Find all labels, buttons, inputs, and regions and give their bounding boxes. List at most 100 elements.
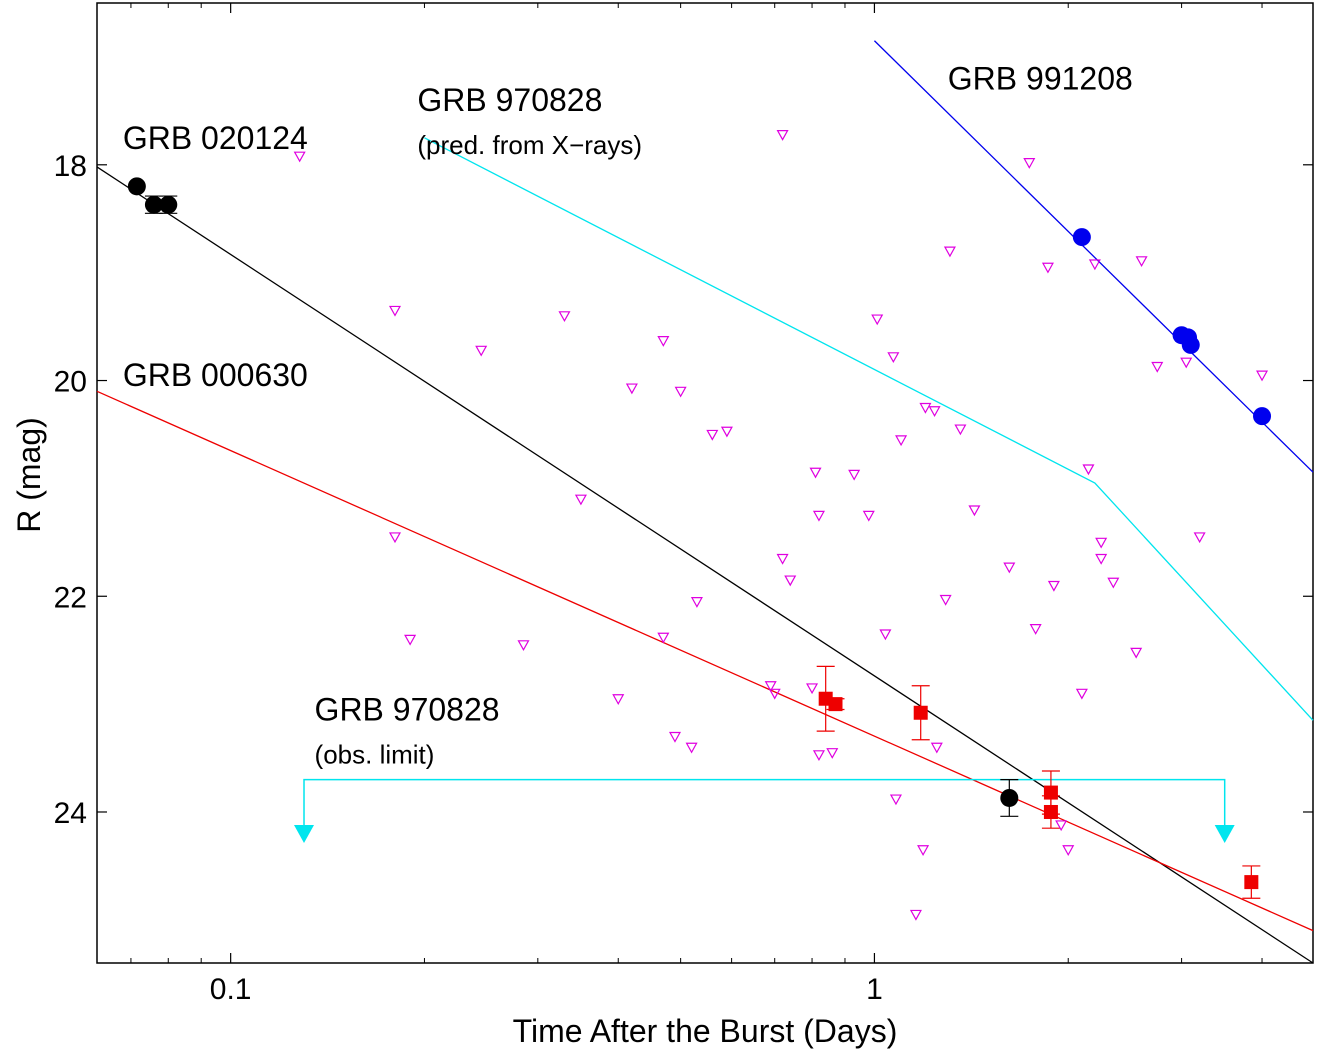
upper-limit-point bbox=[574, 494, 587, 506]
upper-limit-point bbox=[764, 681, 777, 693]
upper-limit-point bbox=[657, 632, 670, 644]
x-axis-label: Time After the Burst (Days) bbox=[513, 1013, 898, 1049]
annotation-grb991208: GRB 991208 bbox=[948, 61, 1133, 97]
upper-limit-point bbox=[939, 594, 952, 606]
upper-limit-point bbox=[720, 426, 733, 438]
grb020124-obs-point bbox=[127, 177, 146, 196]
upper-limit-point bbox=[1055, 820, 1068, 832]
annotations: GRB 020124 GRB 970828 (pred. from X−rays) G… bbox=[123, 61, 1133, 770]
grb991208-fit-line bbox=[873, 40, 1314, 473]
upper-limit-point bbox=[889, 794, 902, 806]
grb970828-pred-line bbox=[424, 137, 1314, 721]
upper-limit-point bbox=[1075, 688, 1088, 700]
upper-limit-point bbox=[812, 510, 825, 522]
y-axis-label: R (mag) bbox=[11, 417, 47, 533]
upper-limit-point bbox=[943, 246, 956, 258]
x-tick-label: 1 bbox=[866, 973, 883, 1006]
grb020124-obs-point bbox=[1000, 788, 1019, 807]
annotation-grb970828obs-sub: (obs. limit) bbox=[315, 740, 435, 770]
upper-limit-point bbox=[862, 510, 875, 522]
plot-frame bbox=[96, 2, 1314, 964]
grb020124-obs-point bbox=[159, 195, 178, 214]
grb000630-obs-point bbox=[1043, 804, 1058, 819]
fit-lines bbox=[96, 40, 1314, 964]
annotation-grb970828obs: GRB 970828 bbox=[315, 692, 500, 728]
upper-limit-point bbox=[517, 640, 530, 652]
upper-limit-point bbox=[1107, 577, 1120, 589]
obs-limit-arrow bbox=[1214, 824, 1235, 843]
grb000630-obs-point bbox=[913, 705, 928, 720]
upper-limit-point bbox=[404, 634, 417, 646]
upper-limit-point bbox=[1047, 580, 1060, 592]
upper-limit-point bbox=[1088, 259, 1101, 271]
upper-limit-point bbox=[930, 742, 943, 754]
upper-limit-point bbox=[674, 386, 687, 398]
upper-limit-point bbox=[1023, 158, 1036, 169]
upper-limit-point bbox=[388, 305, 402, 317]
y-tick-label: 24 bbox=[54, 797, 87, 830]
annotation-grb020124: GRB 020124 bbox=[123, 120, 308, 156]
upper-limit-point bbox=[690, 597, 703, 608]
upper-limit-point bbox=[1095, 553, 1108, 565]
upper-limit-point bbox=[776, 129, 789, 141]
y-tick-label: 22 bbox=[54, 581, 87, 614]
grb000630-obs-point bbox=[1244, 875, 1259, 890]
upper-limit-point bbox=[1095, 537, 1108, 549]
upper-limit-point bbox=[887, 352, 900, 364]
upper-limit-point bbox=[1256, 370, 1269, 382]
upper-limit-point bbox=[1180, 357, 1193, 369]
upper-limit-point bbox=[1130, 647, 1143, 659]
grb991208-obs-point bbox=[1072, 228, 1091, 247]
grb000630-fit-line bbox=[96, 390, 1314, 932]
upper-limit-point bbox=[1062, 845, 1075, 856]
upper-limit-point bbox=[784, 575, 797, 587]
upper-limit-point bbox=[871, 314, 884, 326]
upper-limit-point bbox=[812, 750, 825, 762]
axis-ticks: 0.1 1 18 20 22 24 bbox=[54, 3, 1313, 1006]
upper-limit-point bbox=[776, 553, 789, 565]
upper-limit-point bbox=[1193, 532, 1206, 544]
upper-limit-point bbox=[668, 731, 682, 743]
upper-limit-point bbox=[848, 469, 861, 481]
upper-limit-point bbox=[895, 435, 908, 447]
x-tick-label: 0.1 bbox=[210, 973, 252, 1006]
upper-limit-point bbox=[879, 629, 892, 641]
grb020124-obs-point bbox=[144, 195, 163, 214]
upper-limit-point bbox=[826, 748, 839, 759]
upper-limit-point bbox=[919, 402, 932, 414]
upper-limit-point bbox=[293, 151, 306, 163]
upper-limit-point bbox=[475, 345, 488, 357]
annotation-grb970828pred: GRB 970828 bbox=[417, 82, 602, 118]
upper-limit-point bbox=[1029, 624, 1042, 635]
grb020124-fit-line bbox=[96, 166, 1314, 964]
grb991208-obs-point bbox=[1253, 407, 1272, 426]
grb000630-obs-point bbox=[828, 697, 843, 712]
annotation-grb000630: GRB 000630 bbox=[123, 357, 308, 393]
upper-limit-point bbox=[1135, 256, 1148, 268]
y-tick-label: 20 bbox=[54, 366, 87, 399]
upper-limit-point bbox=[1003, 562, 1016, 574]
upper-limit-point bbox=[968, 505, 981, 517]
upper-limit-point bbox=[917, 845, 930, 856]
obs-limit-arrow bbox=[294, 824, 315, 843]
upper-limit-point bbox=[1041, 262, 1054, 274]
upper-limit-point bbox=[909, 909, 922, 921]
grb991208-obs-point bbox=[1181, 335, 1200, 354]
upper-limit-point bbox=[1082, 464, 1095, 476]
upper-limit-point bbox=[954, 424, 967, 436]
upper-limit-point bbox=[685, 742, 698, 754]
upper-limit-point bbox=[928, 406, 941, 417]
upper-limit-point bbox=[657, 336, 670, 347]
y-tick-label: 18 bbox=[54, 150, 87, 183]
upper-limit-point bbox=[768, 688, 781, 700]
upper-limit-point bbox=[612, 694, 625, 705]
upper-limit-point bbox=[1151, 361, 1164, 373]
upper-limit-point bbox=[388, 532, 402, 544]
data-points bbox=[127, 129, 1272, 921]
upper-limit-point bbox=[558, 311, 571, 323]
upper-limit-point bbox=[806, 683, 819, 695]
upper-limit-point bbox=[625, 383, 638, 395]
upper-limit-point bbox=[809, 467, 822, 479]
